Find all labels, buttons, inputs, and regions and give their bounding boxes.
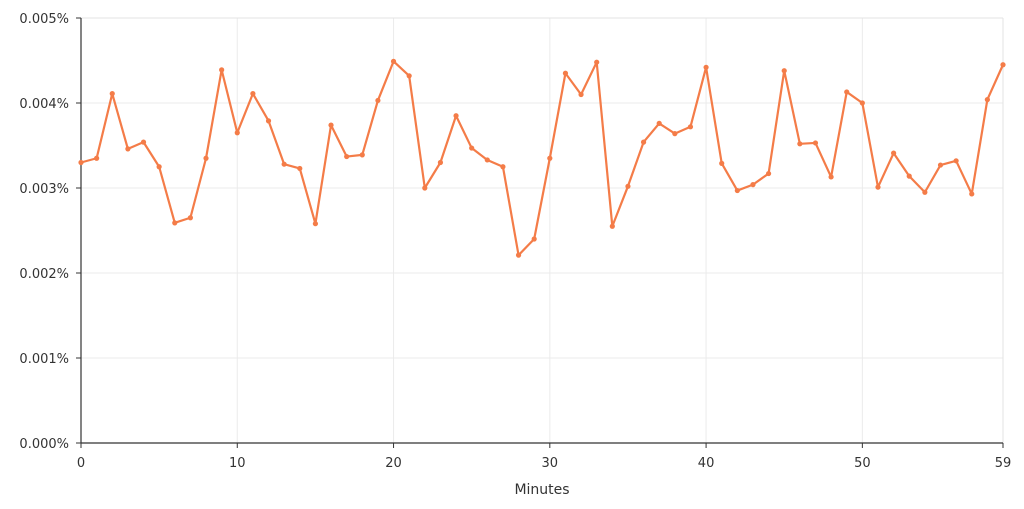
data-point [812,140,819,146]
data-point [1000,62,1006,68]
x-axis-label: Minutes [514,482,569,498]
data-point [922,189,928,195]
data-point [328,122,334,128]
data-point [562,70,569,76]
data-point [344,153,350,160]
data-point [765,170,772,177]
data-point [594,59,600,65]
x-tick-label: 50 [854,456,871,471]
axes [76,17,1004,448]
data-point [859,100,865,106]
series-group [78,58,1006,258]
y-tick-label: 0.005% [19,12,69,27]
x-tick-label: 0 [77,456,85,471]
data-point [906,173,912,179]
data-point [78,159,84,166]
x-tick-label: 20 [385,456,402,471]
data-point [406,73,412,79]
data-point [265,118,272,124]
data-point [672,131,678,137]
data-point [515,252,522,258]
tick-labels: 0.000% 0.001% 0.002% 0.003% 0.004% 0.005% 0 10 2… [19,12,1011,471]
data-point [953,158,959,164]
data-point [750,182,756,188]
data-point [609,223,615,229]
data-point [312,221,319,227]
data-point [140,139,147,145]
series-line [79,60,1005,257]
data-point [578,91,584,98]
data-point [94,155,100,161]
data-point [297,165,303,172]
data-point [484,157,490,163]
data-point [453,113,459,119]
data-point [547,155,553,161]
x-tick-label: 30 [542,456,559,471]
data-point [375,97,381,104]
data-point [219,67,225,73]
data-point [875,184,881,190]
data-point [781,68,787,74]
data-point [969,191,975,197]
data-point [500,164,506,170]
data-point [703,64,709,70]
y-tick-label: 0.001% [19,352,69,367]
data-point [891,150,897,156]
data-point [422,185,428,191]
data-point [281,161,287,167]
data-point [469,145,475,151]
data-point [719,160,725,166]
data-point [172,220,178,226]
data-point [687,124,694,130]
x-tick-label: 59 [995,456,1012,471]
x-tick-label: 40 [698,456,715,471]
data-point [390,58,397,64]
data-point [734,187,740,194]
data-point [625,183,631,189]
x-tick-label: 10 [229,456,246,471]
data-point [437,159,444,166]
data-point [109,91,115,97]
data-point [937,162,944,168]
data-point [797,141,803,147]
data-point [234,130,240,136]
data-point [984,97,990,103]
y-tick-label: 0.002% [19,267,69,282]
data-point [359,152,365,158]
data-point [187,215,193,221]
y-tick-label: 0.000% [19,437,69,452]
data-point [640,139,647,145]
y-tick-label: 0.003% [19,182,69,197]
data-point [156,164,162,170]
y-tick-label: 0.004% [19,97,69,112]
data-point [250,91,256,97]
data-point [828,174,834,180]
data-point [531,236,537,242]
data-point [656,120,662,126]
data-point [844,89,850,95]
data-point [125,146,131,152]
data-point [203,155,209,161]
